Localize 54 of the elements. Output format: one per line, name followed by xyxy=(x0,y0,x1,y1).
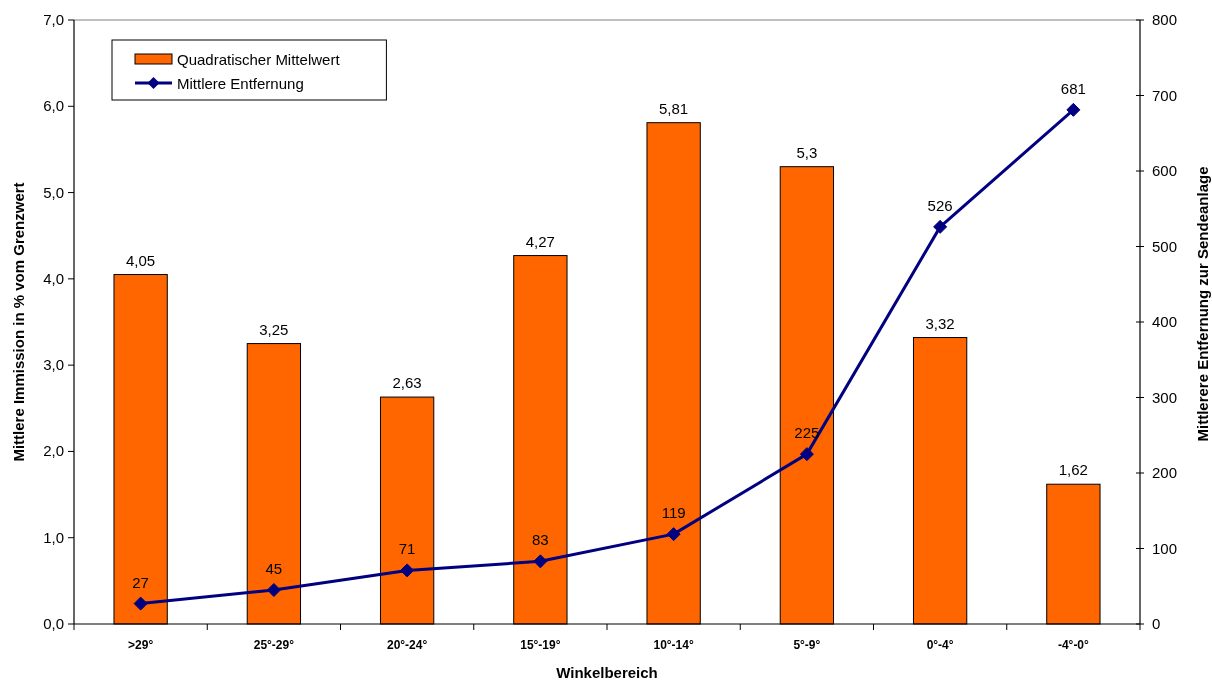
x-tick-label: 20°-24° xyxy=(386,638,428,652)
y-tick-label: 3,0 xyxy=(43,356,64,374)
y-tick-label: 0,0 xyxy=(43,615,64,632)
x-tick-label: -4°-0° xyxy=(1057,638,1090,652)
y-tick-label: 6,0 xyxy=(43,97,64,115)
legend-label: Quadratischer Mittelwert xyxy=(177,50,341,68)
y-axis-title: Mittlere Immission in % vom Grenzwert xyxy=(10,182,27,462)
data-label: 71 xyxy=(398,540,416,558)
y2-tick-label: 300 xyxy=(1152,388,1178,406)
data-label: 5,3 xyxy=(796,143,818,161)
point xyxy=(933,219,948,234)
data-label: 83 xyxy=(532,531,549,549)
point xyxy=(400,563,415,578)
x-tick-label: >29° xyxy=(128,638,154,652)
data-label: 45 xyxy=(265,560,283,578)
y2-tick-label: 200 xyxy=(1152,464,1178,481)
data-label: 3,32 xyxy=(925,314,955,332)
x-tick-label: 10°-14° xyxy=(653,638,694,652)
data-label: 4,27 xyxy=(525,232,555,250)
y2-tick-label: 700 xyxy=(1152,86,1178,104)
x-tick-label: 15°-19° xyxy=(520,638,561,652)
data-label: 3,25 xyxy=(259,320,289,338)
y2-axis-title: Mittlerere Entfernung zur Sendeanlage xyxy=(1194,166,1211,442)
x-tick-label: 0°-4° xyxy=(926,638,954,652)
x-tick-label: 5°-9° xyxy=(793,638,821,652)
data-label: 4,05 xyxy=(126,251,156,269)
legend-label: Mittlere Entfernung xyxy=(177,74,304,92)
y2-tick-label: 400 xyxy=(1152,313,1178,330)
point xyxy=(799,447,814,462)
point xyxy=(533,554,548,569)
data-label: 5,81 xyxy=(659,99,689,117)
y-tick-label: 2,0 xyxy=(43,442,64,460)
data-label: 681 xyxy=(1060,79,1086,97)
point xyxy=(133,596,148,611)
y2-tick-label: 800 xyxy=(1152,11,1178,28)
data-label: 1,62 xyxy=(1058,461,1088,479)
y2-tick-label: 600 xyxy=(1152,162,1178,179)
x-axis-title: Winkelbereich xyxy=(556,664,658,681)
point xyxy=(666,527,681,542)
point xyxy=(1066,102,1081,117)
y-tick-label: 1,0 xyxy=(43,528,64,546)
y-tick-label: 5,0 xyxy=(43,183,64,201)
point xyxy=(266,583,281,598)
y2-tick-label: 0 xyxy=(1152,615,1161,632)
data-label: 526 xyxy=(927,196,953,214)
x-tick-label: 25°-29° xyxy=(253,638,295,652)
y-tick-label: 7,0 xyxy=(43,11,64,28)
data-label: 119 xyxy=(661,504,686,522)
y2-tick-label: 100 xyxy=(1152,539,1178,557)
y-tick-label: 4,0 xyxy=(43,269,64,287)
data-label: 27 xyxy=(132,573,149,591)
data-label: 225 xyxy=(794,424,820,442)
y2-tick-label: 500 xyxy=(1152,237,1178,255)
data-label: 2,63 xyxy=(392,374,422,392)
